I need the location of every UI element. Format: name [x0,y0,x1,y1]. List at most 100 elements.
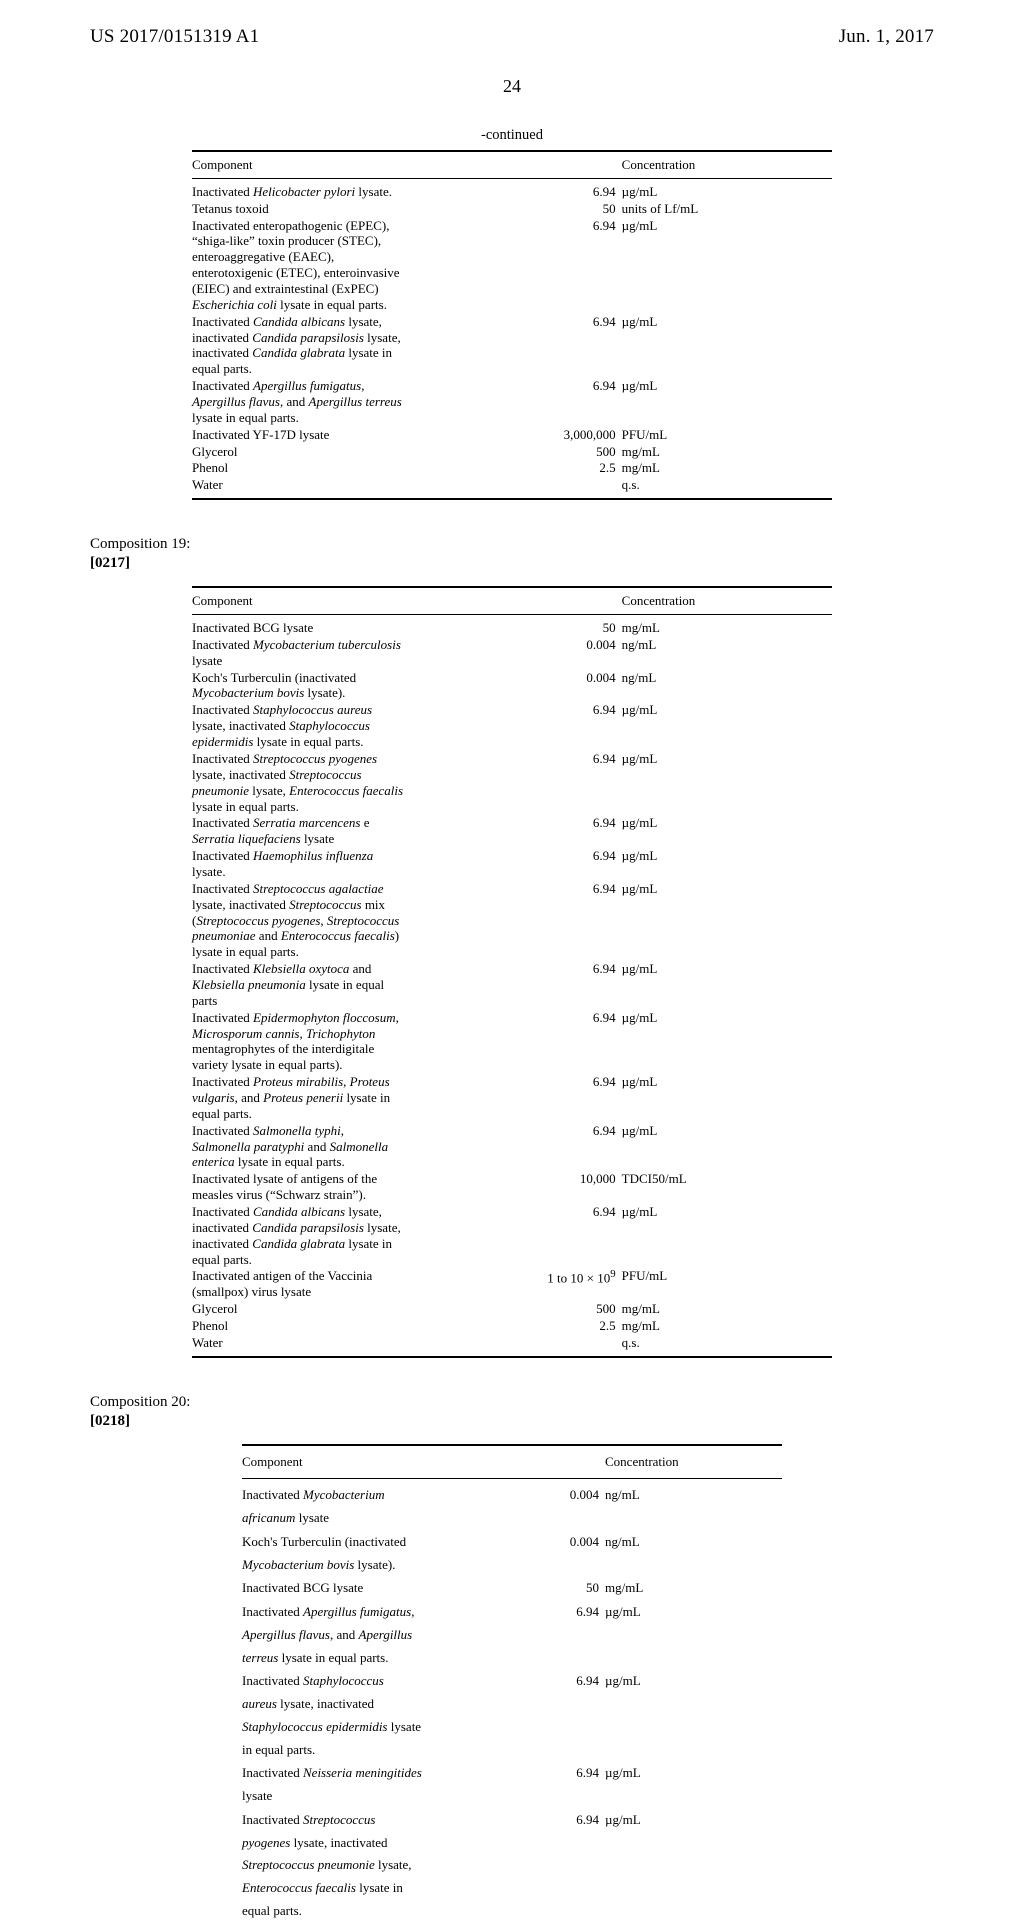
component-cell: Inactivated Mycobacterium tuberculosis l… [192,637,405,670]
value-cell: 6.94 [422,1762,602,1809]
composition-20-label: Composition 20: [90,1394,934,1411]
value-cell [405,477,618,499]
component-cell: Inactivated Streptococcus agalactiae lys… [192,881,405,961]
table-row: Inactivated Neisseria meningitides lysat… [242,1762,782,1809]
value-cell: 0.004 [405,637,618,670]
table3-head-component: Component [242,1446,422,1479]
continued-label: -continued [192,127,832,144]
table2-head-component: Component [192,588,405,614]
value-cell: 0.004 [422,1479,602,1531]
value-cell: 6.94 [405,218,618,314]
table-row: Inactivated lysate of antigens of the me… [192,1171,832,1204]
component-cell: Inactivated Serratia marcencens e Serrat… [192,815,405,848]
unit-cell: mg/mL [619,444,832,461]
table-row: Inactivated Serratia marcencens e Serrat… [192,815,832,848]
unit-cell: mg/mL [619,615,832,637]
component-cell: Inactivated Staphylococcus aureus lysate… [242,1670,422,1762]
component-cell: Inactivated Haemophilus influenza lysate… [192,848,405,881]
unit-cell: mg/mL [619,460,832,477]
table1-head-concentration: Concentration [619,152,832,178]
unit-cell: q.s. [619,477,832,499]
table-row: Waterq.s. [192,1335,832,1357]
value-cell: 6.94 [405,179,618,201]
table-row: Waterq.s. [192,477,832,499]
unit-cell: units of Lf/mL [619,201,832,218]
unit-cell: mg/mL [619,1318,832,1335]
component-cell: Inactivated Klebsiella oxytoca and Klebs… [192,961,405,1010]
value-cell: 2.5 [405,460,618,477]
component-cell: Inactivated Staphylococcus aureus lysate… [192,702,405,751]
value-cell: 50 [405,201,618,218]
unit-cell: µg/mL [619,218,832,314]
table-row: Inactivated Apergillus fumigatus, Apergi… [242,1601,782,1670]
table-row: Inactivated Streptococcus pyogenes lysat… [192,751,832,815]
component-cell: Inactivated antigen of the Vaccinia (sma… [192,1268,405,1301]
value-cell: 6.94 [405,751,618,815]
patent-date: Jun. 1, 2017 [839,26,934,48]
value-cell: 50 [422,1577,602,1601]
value-cell: 50 [405,615,618,637]
unit-cell: µg/mL [619,751,832,815]
table2: Component Concentration Inactivated BCG … [192,586,832,1358]
table-row: Inactivated Salmonella typhi, Salmonella… [192,1123,832,1172]
value-cell: 6.94 [422,1670,602,1762]
component-cell: Glycerol [192,1301,405,1318]
component-cell: Inactivated Candida albicans lysate, ina… [192,314,405,378]
table3: Component Concentration Inactivated Myco… [242,1444,782,1928]
table-row: Inactivated Epidermophyton floccosum, Mi… [192,1010,832,1074]
value-cell: 3,000,000 [405,427,618,444]
table-row: Inactivated BCG lysate50mg/mL [192,615,832,637]
component-cell: Inactivated lysate of antigens of the me… [192,1171,405,1204]
table-row: Inactivated enteropathogenic (EPEC), “sh… [192,218,832,314]
component-cell: Inactivated Streptococcus pyogenes lysat… [192,751,405,815]
component-cell: Inactivated Epidermophyton floccosum, Mi… [192,1010,405,1074]
unit-cell: µg/mL [602,1762,782,1809]
table-row: Inactivated Klebsiella oxytoca and Klebs… [192,961,832,1010]
table2-head-concentration: Concentration [619,588,832,614]
unit-cell: µg/mL [619,881,832,961]
unit-cell: PFU/mL [619,1268,832,1301]
component-cell: Inactivated BCG lysate [242,1577,422,1601]
unit-cell: µg/mL [619,848,832,881]
unit-cell: µg/mL [619,1010,832,1074]
patent-number: US 2017/0151319 A1 [90,26,259,48]
value-cell: 0.004 [405,670,618,703]
table3-head-concentration: Concentration [602,1446,782,1479]
table-row: Phenol2.5mg/mL [192,460,832,477]
unit-cell: µg/mL [619,1074,832,1123]
component-cell: Koch's Turberculin (inactivated Mycobact… [242,1531,422,1578]
value-cell: 6.94 [405,815,618,848]
value-cell: 6.94 [405,1010,618,1074]
table-row: Inactivated YF-17D lysate3,000,000PFU/mL [192,427,832,444]
table-row: Inactivated Mycobacterium tuberculosis l… [192,637,832,670]
value-cell: 500 [405,1301,618,1318]
table-row: Inactivated Apergillus fumigatus, Apergi… [192,378,832,427]
unit-cell: µg/mL [619,961,832,1010]
table-row: Inactivated Helicobacter pylori lysate.6… [192,179,832,201]
composition-19-label: Composition 19: [90,536,934,553]
value-cell: 0.004 [422,1531,602,1578]
table1-wrap: -continued Component Concentration Inact… [192,127,832,500]
component-cell: Inactivated Apergillus fumigatus, Apergi… [192,378,405,427]
unit-cell: µg/mL [619,314,832,378]
table-row: Inactivated Proteus mirabilis, Proteus v… [192,1074,832,1123]
page-header: US 2017/0151319 A1 Jun. 1, 2017 [90,26,934,48]
component-cell: Phenol [192,460,405,477]
unit-cell: µg/mL [619,815,832,848]
value-cell: 6.94 [405,702,618,751]
unit-cell: PFU/mL [619,427,832,444]
component-cell: Inactivated Streptococcus pyogenes lysat… [242,1809,422,1928]
unit-cell: µg/mL [619,179,832,201]
unit-cell: µg/mL [602,1809,782,1928]
table-row: Inactivated Staphylococcus aureus lysate… [192,702,832,751]
table-row: Inactivated Streptococcus pyogenes lysat… [242,1809,782,1928]
component-cell: Inactivated Salmonella typhi, Salmonella… [192,1123,405,1172]
unit-cell: mg/mL [619,1301,832,1318]
unit-cell: ng/mL [619,670,832,703]
unit-cell: µg/mL [619,378,832,427]
unit-cell: µg/mL [619,702,832,751]
component-cell: Inactivated YF-17D lysate [192,427,405,444]
table1-head-component: Component [192,152,405,178]
unit-cell: TDCI50/mL [619,1171,832,1204]
value-cell: 1 to 10 × 109 [405,1268,618,1301]
